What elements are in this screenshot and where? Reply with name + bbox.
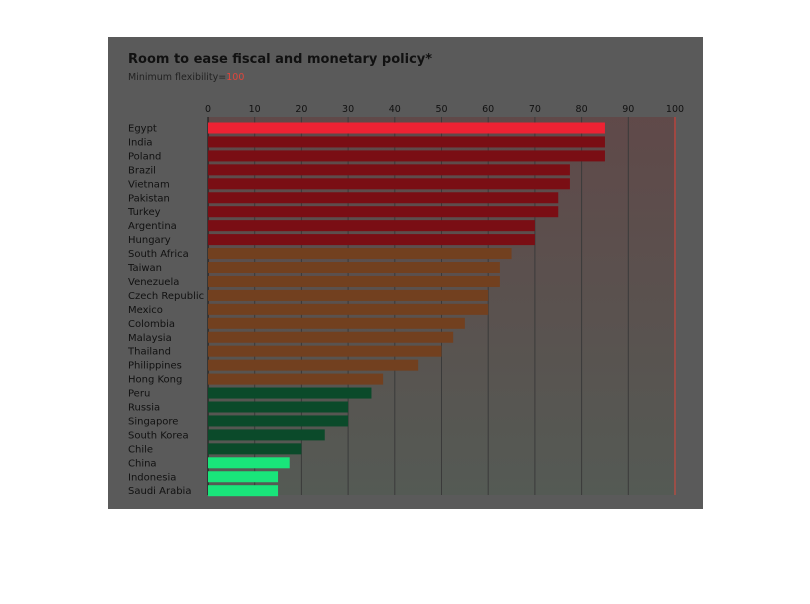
chart-title: Room to ease fiscal and monetary policy* [128, 52, 432, 67]
bar [208, 275, 500, 287]
category-label: Philippines [128, 361, 182, 372]
category-label: Egypt [128, 124, 157, 135]
bar [208, 457, 290, 469]
category-label: Malaysia [128, 333, 172, 344]
category-label: Vietnam [128, 179, 170, 190]
bar [208, 136, 605, 148]
category-label: Saudi Arabia [128, 486, 191, 497]
category-label: Colombia [128, 319, 175, 330]
category-label: Poland [128, 151, 161, 162]
category-label: Pakistan [128, 193, 170, 204]
bar [208, 429, 325, 441]
category-label: Hungary [128, 235, 171, 246]
bar [208, 373, 384, 385]
category-label: South Africa [128, 249, 189, 260]
x-tick-label: 30 [342, 104, 354, 115]
bar [208, 178, 570, 190]
x-tick-label: 50 [435, 104, 447, 115]
bar [208, 443, 302, 455]
category-label: Venezuela [128, 277, 179, 288]
category-label: Brazil [128, 165, 156, 176]
x-tick-labels: 0 10 20 30 40 50 60 70 80 90 100 [205, 104, 684, 115]
bar [208, 192, 559, 204]
category-label: Czech Republic [128, 291, 204, 302]
bar [208, 289, 489, 301]
x-tick-label: 100 [666, 104, 684, 115]
category-label: Argentina [128, 221, 177, 232]
chart-subtitle: Minimum flexibility=100 [128, 72, 244, 83]
x-tick-label: 90 [622, 104, 634, 115]
category-label: Indonesia [128, 472, 176, 483]
bar [208, 415, 349, 427]
bar [208, 359, 419, 371]
subtitle-prefix: Minimum flexibility= [128, 72, 226, 83]
bar [208, 206, 559, 218]
chart-panel: 0 10 20 30 40 50 60 70 80 90 100 Egypt India Poland B… [108, 37, 703, 509]
category-label: Russia [128, 403, 160, 414]
category-label: India [128, 137, 153, 148]
bar [208, 122, 605, 134]
bar [208, 262, 500, 273]
category-label: Mexico [128, 305, 163, 316]
bars [208, 122, 605, 497]
bar [208, 471, 279, 483]
bar [208, 220, 535, 232]
bar [208, 387, 372, 399]
bar [208, 234, 535, 246]
category-label: Singapore [128, 416, 178, 427]
category-label: South Korea [128, 430, 189, 441]
bar [208, 331, 454, 343]
x-tick-label: 10 [249, 104, 261, 115]
x-tick-label: 40 [389, 104, 401, 115]
category-labels: Egypt India Poland Brazil Vietnam Pakistan Tur… [127, 124, 204, 498]
bar [208, 303, 489, 315]
category-label: Hong Kong [128, 375, 182, 386]
bar [208, 345, 442, 357]
x-tick-label: 60 [482, 104, 494, 115]
bar [208, 401, 349, 413]
category-label: Turkey [127, 207, 161, 218]
bar [208, 164, 570, 176]
x-tick-label: 80 [576, 104, 588, 115]
subtitle-value: 100 [226, 72, 244, 83]
x-tick-label: 70 [529, 104, 541, 115]
category-label: China [128, 458, 157, 469]
bar [208, 248, 512, 260]
category-label: Taiwan [127, 263, 162, 274]
x-tick-label: 0 [205, 104, 211, 115]
bar-chart: 0 10 20 30 40 50 60 70 80 90 100 Egypt India Poland B… [127, 52, 684, 498]
x-tick-label: 20 [295, 104, 307, 115]
category-label: Chile [128, 444, 153, 455]
bar [208, 150, 605, 162]
bar [208, 317, 465, 329]
bar [208, 485, 279, 497]
category-label: Thailand [127, 347, 171, 358]
category-label: Peru [128, 389, 150, 400]
